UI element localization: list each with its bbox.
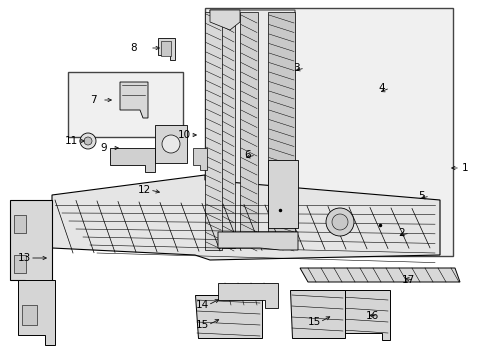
Circle shape (325, 208, 353, 236)
Text: 11: 11 (65, 136, 78, 146)
Polygon shape (195, 295, 262, 338)
Polygon shape (193, 148, 206, 170)
Polygon shape (204, 12, 222, 250)
Polygon shape (240, 12, 258, 245)
Circle shape (80, 133, 96, 149)
Polygon shape (110, 148, 155, 172)
Polygon shape (158, 38, 175, 60)
Text: 14: 14 (196, 300, 209, 310)
Bar (14, 215, 26, 233)
Polygon shape (218, 283, 278, 308)
Polygon shape (209, 10, 240, 30)
Text: 17: 17 (401, 275, 414, 285)
Polygon shape (299, 268, 459, 282)
Text: 9: 9 (100, 143, 106, 153)
Polygon shape (209, 10, 294, 250)
Text: 1: 1 (461, 163, 468, 173)
Polygon shape (18, 280, 55, 345)
Text: 4: 4 (377, 83, 384, 93)
Text: 2: 2 (397, 228, 404, 238)
Text: 13: 13 (18, 253, 31, 263)
Text: 10: 10 (178, 130, 191, 140)
Bar (155, 125, 186, 163)
Polygon shape (218, 232, 297, 250)
Text: 15: 15 (196, 320, 209, 330)
Bar (14, 255, 26, 273)
Circle shape (162, 135, 180, 153)
Circle shape (84, 137, 92, 145)
Text: 7: 7 (90, 95, 97, 105)
Bar (22, 305, 37, 325)
Polygon shape (267, 12, 294, 248)
Circle shape (331, 214, 347, 230)
Text: 8: 8 (130, 43, 136, 53)
Text: 12: 12 (138, 185, 151, 195)
Bar (68, 72, 183, 137)
Polygon shape (289, 290, 345, 338)
Polygon shape (218, 12, 235, 248)
Polygon shape (339, 290, 389, 340)
Text: 16: 16 (365, 311, 379, 321)
Text: 6: 6 (244, 150, 250, 160)
Text: 15: 15 (307, 317, 321, 327)
Bar (267, 160, 297, 228)
Polygon shape (120, 82, 148, 118)
Polygon shape (10, 200, 52, 310)
Text: 3: 3 (292, 63, 299, 73)
Bar (204, 8, 452, 256)
Polygon shape (52, 175, 439, 260)
Bar (161, 41, 171, 56)
Text: 5: 5 (417, 191, 424, 201)
